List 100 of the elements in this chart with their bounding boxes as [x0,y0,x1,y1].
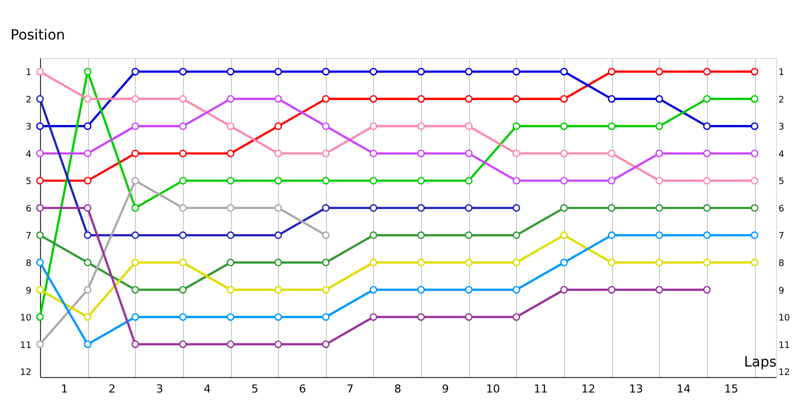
point [655,150,664,158]
point [179,204,187,212]
point [512,204,520,212]
point [131,286,140,294]
point [655,204,664,212]
point [655,68,664,76]
point [750,204,758,212]
point [179,122,187,130]
point [274,258,282,266]
point [655,231,664,240]
x-tick-label: 5 [251,382,258,396]
point [464,204,473,212]
point [703,231,711,240]
point [226,231,234,240]
point [370,150,378,158]
point [417,122,425,130]
point [750,176,758,184]
y-axis-title: Position [10,28,66,44]
y2-tick-label: 6 [778,204,784,214]
point [36,258,44,266]
point [274,204,282,212]
point [274,176,282,184]
point [322,204,330,212]
y-tick-label: 11 [20,340,32,351]
point [512,231,520,240]
y-tick-label: 12 [20,368,32,378]
point [370,176,378,184]
point [179,286,187,294]
y2-tick-label: 9 [778,286,784,296]
y-tick-label: 3 [26,122,32,133]
point [84,95,92,103]
point [84,68,92,76]
point [608,150,616,158]
point [131,313,140,321]
point [417,231,425,240]
point [226,150,234,158]
point [655,176,664,184]
x-tick-label: 7 [346,382,354,396]
point [417,313,425,321]
y-tick-label: 5 [26,177,32,188]
y2-tick-label: 10 [778,314,790,324]
point [512,176,520,184]
point [417,176,425,184]
point [36,176,44,184]
point [36,68,44,76]
point [370,68,378,76]
y-tick-label: 7 [26,232,32,242]
y2-tick-label: 4 [778,150,784,160]
point [274,286,282,294]
point [84,176,92,184]
point [703,68,711,76]
point [512,313,520,321]
point [36,95,44,103]
point [417,204,425,212]
y2-tick-label: 5 [778,177,784,188]
point [274,68,282,76]
point [322,122,330,130]
point [560,231,568,240]
point [512,95,520,103]
x-tick-label: 14 [676,382,691,396]
x-tick-label: 13 [628,382,643,396]
point [84,258,92,266]
point [131,68,140,76]
y-tick-label: 6 [26,204,32,214]
point [464,286,473,294]
point [131,340,140,348]
point [131,176,140,184]
point [750,122,758,130]
point [655,286,664,294]
x-tick-label: 10 [486,382,500,396]
point [560,150,568,158]
point [179,150,187,158]
x-tick-label: 15 [724,382,738,396]
point [226,122,234,130]
point [322,258,330,266]
y-tick-label: 4 [26,150,32,160]
x-axis-title: Laps [744,354,776,370]
point [417,95,425,103]
point [131,258,140,266]
point [608,258,616,266]
point [84,231,92,240]
point [84,286,92,294]
x-tick-label: 4 [204,382,211,396]
y2-tick-label: 11 [778,340,790,351]
point [560,95,568,103]
point [608,68,616,76]
x-tick-label: 3 [156,382,164,396]
point [36,150,44,158]
point [226,286,234,294]
x-tick-label: 11 [534,382,548,396]
y-tick-label: 9 [26,286,32,296]
y2-tick-label: 2 [778,95,784,106]
point [84,150,92,158]
point [750,258,758,266]
point [560,204,568,212]
point [36,286,44,294]
point [560,286,568,294]
point [560,258,568,266]
point [750,150,758,158]
point [464,176,473,184]
